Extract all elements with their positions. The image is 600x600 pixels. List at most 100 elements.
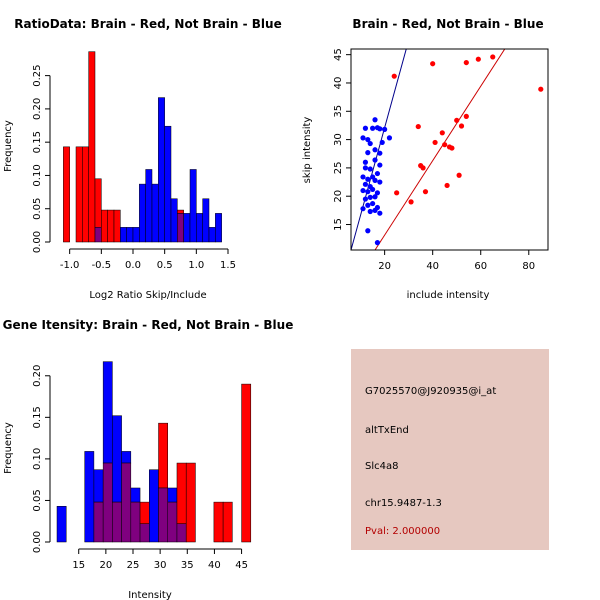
brain-point [420,165,426,171]
x-tick-label-0: -1.0 [60,260,80,271]
x-tick-label-2: 25 [127,560,140,571]
overlap-bar-2 [121,462,132,543]
not-brain-point [372,157,378,163]
x-axis-label-1: include intensity [407,290,490,301]
y-tick-label-0: 0.00 [32,231,43,253]
brain-point [432,139,438,146]
not-brain-point [365,228,371,234]
brain-bar-0 [75,146,83,243]
overlap-bar-2 [93,501,104,543]
brain-bar-2 [213,501,224,543]
not-brain-point [360,206,366,212]
brain-point [430,61,436,67]
not-brain-point [362,165,369,171]
y-tick-label-1: 35 [333,105,344,118]
not-brain-bar-0 [189,169,197,243]
not-brain-point [372,207,378,213]
not-brain-point [367,166,373,172]
not-brain-point [367,194,373,200]
brain-bar-0 [63,146,70,243]
x-tick-label-1: 60 [474,261,487,272]
not-brain-bar-0 [151,183,159,243]
not-brain-fit-line [351,49,407,250]
gene-name-label: Slc4a8 [365,461,399,472]
pval-label: Pval: 2.000000 [365,526,441,537]
x-axis-label-0: Log2 Ratio Skip/Include [89,290,206,301]
not-brain-point [377,179,383,185]
not-brain-point [374,170,381,177]
y-tick-label-2: 0.20 [32,365,43,387]
not-brain-point [367,140,373,147]
overlap-bar-0 [94,227,102,243]
not-brain-bar-2 [130,487,141,503]
not-brain-point [374,240,381,246]
not-brain-point [362,181,369,187]
not-brain-point [370,186,376,193]
not-brain-bar-0 [126,227,134,243]
brain-point [454,117,460,123]
not-brain-bar-2 [56,506,67,543]
not-brain-bar-2 [102,361,113,464]
probe-id-label: G7025570@J920935@i_at [365,386,497,397]
x-tick-label-2: 15 [72,560,85,571]
plot-frame-1 [350,48,549,251]
not-brain-point [370,200,376,207]
brain-point [456,172,462,178]
not-brain-bar-0 [208,227,216,243]
not-brain-bar-2 [84,451,95,543]
y-tick-label-1: 20 [333,190,344,203]
y-tick-label-0: 0.25 [32,64,43,86]
y-tick-label-1: 15 [333,218,344,231]
chart-title-2: Gene Itensity: Brain - Red, Not Brain - … [3,318,294,332]
not-brain-point [362,125,369,131]
brain-point [391,73,397,79]
brain-point [463,59,469,66]
not-brain-bar-0 [164,125,172,243]
not-brain-point [360,174,366,180]
brain-bar-2 [241,383,252,543]
brain-bar-0 [113,209,121,243]
x-tick-label-0: 1.5 [220,260,236,271]
not-brain-point [377,162,383,168]
x-tick-label-0: 0.0 [125,260,141,271]
brain-point [444,182,450,189]
not-brain-point [379,139,385,146]
y-tick-label-1: 25 [333,162,344,175]
not-brain-point [362,159,369,165]
brain-bar-0 [94,178,102,228]
brain-point [442,142,448,148]
event-type-label: altTxEnd [365,425,409,436]
brain-point [439,130,445,136]
not-brain-point [365,189,371,195]
not-brain-point [370,125,376,131]
not-brain-point [372,194,378,200]
y-tick-label-0: 0.05 [32,198,43,220]
overlap-bar-2 [139,523,150,543]
x-tick-label-1: 20 [378,261,391,272]
x-tick-label-0: 1.0 [188,260,204,271]
brain-bar-2 [158,422,168,489]
not-brain-bar-0 [170,198,178,243]
y-tick-label-2: 0.00 [32,531,43,553]
not-brain-bar-0 [139,183,146,243]
brain-point [415,123,421,130]
x-tick-label-0: 0.5 [157,260,173,271]
chart-title-1: Brain - Red, Not Brain - Blue [352,17,543,31]
overlap-bar-2 [167,501,178,543]
x-tick-label-1: 80 [522,261,535,272]
not-brain-point [374,190,381,196]
gene-info-box: G7025570@J920935@i_at altTxEnd Slc4a8 ch… [351,349,549,550]
not-brain-point [372,177,378,183]
not-brain-point [365,136,371,143]
x-tick-label-2: 20 [99,560,112,571]
not-brain-bar-2 [167,487,178,503]
overlap-bar-0 [177,213,184,243]
overlap-bar-2 [102,462,113,543]
y-tick-label-1: 45 [333,48,344,61]
brain-point [463,113,469,119]
overlap-bar-2 [112,501,122,543]
not-brain-bar-2 [149,469,159,543]
not-brain-point [365,150,371,156]
not-brain-point [372,147,378,153]
brain-bar-2 [222,501,233,543]
